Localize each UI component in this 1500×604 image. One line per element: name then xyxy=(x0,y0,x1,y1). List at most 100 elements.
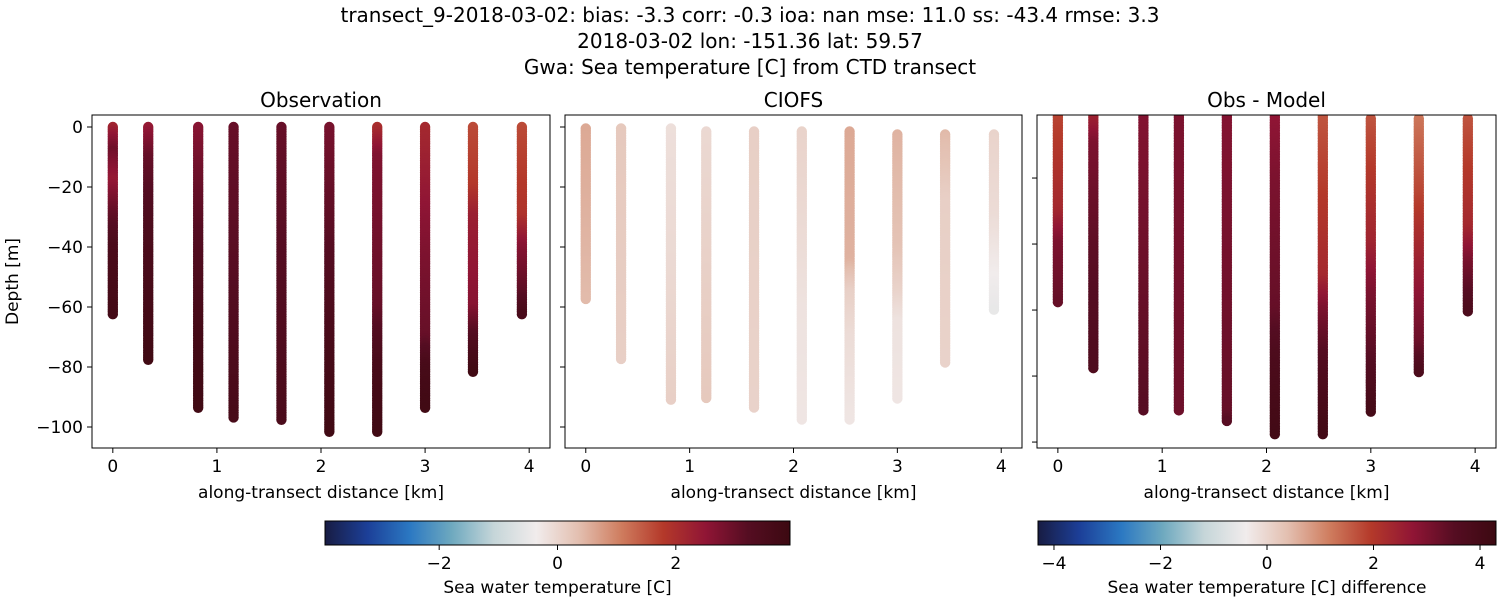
profile-5 xyxy=(748,126,760,413)
data-point xyxy=(1138,405,1149,416)
figure-title-line-1: transect_9-2018-03-02: bias: -3.3 corr: … xyxy=(340,3,1159,27)
data-point xyxy=(516,309,528,320)
data-points xyxy=(107,121,528,437)
data-point xyxy=(701,392,712,404)
y-axis-label: Depth [m] xyxy=(3,238,23,325)
colorbar-scale xyxy=(1037,520,1497,546)
profile-4 xyxy=(228,121,239,423)
figure-title-line-3: Gwa: Sea temperature [C] from CTD transe… xyxy=(524,55,976,79)
profile-8 xyxy=(1365,115,1377,417)
y-tick-label: −40 xyxy=(47,238,83,258)
profile-9 xyxy=(467,121,479,377)
profile-4 xyxy=(1173,115,1185,416)
x-axis-label: along-transect distance [km] xyxy=(198,483,444,503)
x-axis-label: along-transect distance [km] xyxy=(1144,483,1390,503)
data-point xyxy=(1173,405,1185,416)
colorbar-tick-label: 2 xyxy=(1368,554,1379,574)
x-tick-label: 3 xyxy=(892,457,903,477)
data-point xyxy=(324,426,335,437)
panel-title: Obs - Model xyxy=(1207,88,1326,112)
colorbar-label: Sea water temperature [C] xyxy=(443,578,671,598)
x-tick-label: 2 xyxy=(788,457,799,477)
colorbar-tick-label: 4 xyxy=(1475,554,1486,574)
data-point xyxy=(1221,415,1233,427)
data-point xyxy=(1365,406,1377,417)
data-point xyxy=(748,402,760,413)
profile-4 xyxy=(701,126,712,404)
data-point xyxy=(665,394,677,405)
profile-5 xyxy=(1221,115,1233,427)
colorbar-1: −2 0 2 Sea water temperature [C] xyxy=(324,520,791,598)
data-points xyxy=(1052,115,1474,440)
profile-3 xyxy=(1138,115,1149,416)
data-point xyxy=(419,402,431,413)
data-point xyxy=(1088,362,1099,374)
x-tick-label: 3 xyxy=(420,457,431,477)
axes-frame xyxy=(91,114,551,449)
data-point xyxy=(1317,428,1329,440)
profile-10 xyxy=(1462,115,1474,317)
data-point xyxy=(1052,296,1064,308)
profile-9 xyxy=(939,129,951,368)
data-point xyxy=(580,293,591,305)
profile-2 xyxy=(1088,115,1099,374)
x-tick-label: 1 xyxy=(211,457,222,477)
data-point xyxy=(143,354,154,365)
profile-7 xyxy=(844,126,855,425)
profile-9 xyxy=(1413,115,1425,378)
profile-5 xyxy=(276,121,287,425)
x-tick-label: 0 xyxy=(1052,457,1063,477)
axes-frame xyxy=(1036,114,1497,449)
data-point xyxy=(939,357,951,368)
colorbar-tick-label: −2 xyxy=(427,554,452,574)
colorbar-2: −4 −2 0 2 4 Sea water temperature [C] differe… xyxy=(1037,520,1497,598)
profile-8 xyxy=(892,129,903,404)
profile-3 xyxy=(665,123,677,405)
profile-3 xyxy=(192,121,204,413)
figure-title-line-2: 2018-03-02 lon: -151.36 lat: 59.57 xyxy=(577,29,923,53)
data-point xyxy=(1462,306,1474,317)
profile-10 xyxy=(516,121,528,320)
colorbar-tick-label: 2 xyxy=(670,554,681,574)
axes-frame xyxy=(564,114,1023,449)
data-point xyxy=(107,309,119,320)
profile-1 xyxy=(107,121,119,320)
x-tick-label: 2 xyxy=(316,457,327,477)
data-point xyxy=(988,304,1000,315)
y-tick-label: −60 xyxy=(47,298,83,318)
colorbar-label: Sea water temperature [C] difference xyxy=(1107,578,1426,598)
y-tick-label: 0 xyxy=(72,118,83,138)
data-point xyxy=(467,366,479,377)
profile-7 xyxy=(1317,115,1329,440)
y-tick-label: −20 xyxy=(47,178,83,198)
profile-2 xyxy=(615,123,627,365)
panel-ciofs: CIOFS 0 1 2 3 4 along-transect distance [km] xyxy=(560,88,1023,503)
profile-1 xyxy=(1052,115,1064,308)
y-tick-label: −100 xyxy=(36,418,83,438)
data-point xyxy=(615,353,627,365)
data-point xyxy=(228,412,239,423)
data-point xyxy=(1269,428,1281,440)
x-tick-label: 0 xyxy=(580,457,591,477)
profile-10 xyxy=(988,129,1000,315)
profile-6 xyxy=(796,126,808,425)
data-point xyxy=(892,393,903,404)
profile-2 xyxy=(143,121,154,365)
panel-obs-model: Obs - Model 0 1 2 3 4 along-transect distance … xyxy=(1032,88,1497,503)
x-tick-label: 1 xyxy=(1157,457,1168,477)
data-point xyxy=(372,426,383,437)
x-tick-label: 4 xyxy=(1470,457,1481,477)
profile-1 xyxy=(580,123,591,305)
x-tick-label: 2 xyxy=(1261,457,1272,477)
colorbar-tick-label: −4 xyxy=(1041,554,1066,574)
data-point xyxy=(192,402,204,413)
x-tick-label: 4 xyxy=(996,457,1007,477)
profile-8 xyxy=(419,121,431,413)
panel-observation: Observation 0 1 2 3 4 0 −20 −40 −60 −80 −100 along-t… xyxy=(3,88,551,503)
data-point xyxy=(276,414,287,425)
x-axis-label: along-transect distance [km] xyxy=(671,483,917,503)
x-tick-label: 1 xyxy=(684,457,695,477)
x-tick-label: 0 xyxy=(107,457,118,477)
